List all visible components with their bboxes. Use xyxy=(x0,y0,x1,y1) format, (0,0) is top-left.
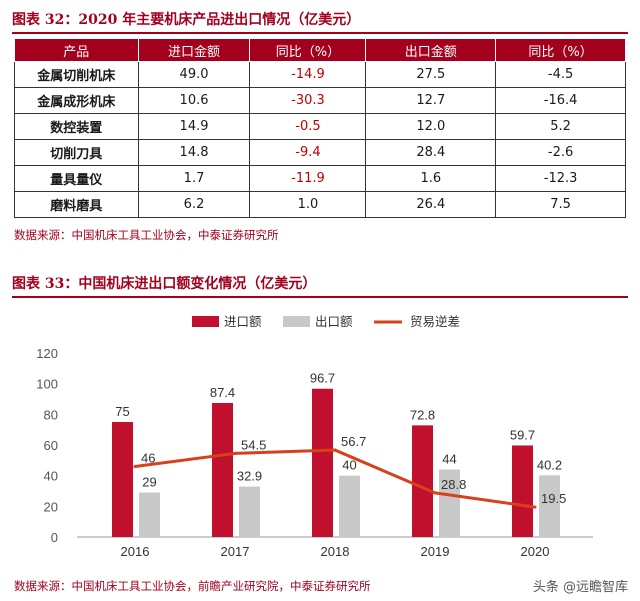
export-bar xyxy=(539,475,560,537)
table-body: 金属切削机床 49.0 -14.9 27.5 -4.5 金属成形机床 10.6 -30.3 12… xyxy=(14,61,626,218)
trade-deficit-point xyxy=(533,505,537,509)
export-yoy-cell: -12.3 xyxy=(495,165,626,192)
table-header-product: 产品 xyxy=(14,38,139,62)
export-value-cell: 1.6 xyxy=(365,165,497,192)
export-value-cell: 12.0 xyxy=(365,113,497,140)
trade-deficit-value-label: 54.5 xyxy=(241,437,266,452)
import-bar xyxy=(212,402,233,537)
table-row: 金属切削机床 49.0 -14.9 27.5 -4.5 xyxy=(14,61,626,88)
export-value-label: 29 xyxy=(142,475,156,490)
export-value-label: 32.9 xyxy=(237,469,262,484)
import-value-cell: 14.9 xyxy=(137,113,251,140)
import-yoy-cell: -11.9 xyxy=(249,165,367,192)
table-header-import-yoy: 同比（%） xyxy=(249,38,367,62)
import-yoy-cell: 1.0 xyxy=(249,191,367,218)
export-bar xyxy=(239,486,260,537)
export-value-label: 44 xyxy=(442,452,456,467)
import-value-cell: 1.7 xyxy=(137,165,251,192)
y-tick-label: 0 xyxy=(51,530,58,545)
product-name-cell: 量具量仪 xyxy=(14,165,139,192)
import-value-label: 75 xyxy=(115,404,129,419)
trade-deficit-value-label: 56.7 xyxy=(341,434,366,449)
export-bar xyxy=(139,492,160,537)
import-value-cell: 6.2 xyxy=(137,191,251,218)
x-tick-label: 2016 xyxy=(121,544,150,559)
import-value-cell: 49.0 xyxy=(137,61,251,88)
import-value-label: 96.7 xyxy=(310,371,335,386)
chart-figure-title: 图表 33：中国机床进出口额变化情况（亿美元） xyxy=(12,272,628,298)
import-value-cell: 14.8 xyxy=(137,139,251,166)
legend-import-label: 进口额 xyxy=(224,314,262,329)
table-row: 磨料磨具 6.2 1.0 26.4 7.5 xyxy=(14,191,626,218)
trade-deficit-value-label: 19.5 xyxy=(541,491,566,506)
y-tick-label: 60 xyxy=(44,438,58,453)
y-tick-label: 120 xyxy=(36,346,58,361)
export-yoy-cell: -4.5 xyxy=(495,61,626,88)
export-yoy-cell: -16.4 xyxy=(495,87,626,114)
legend-deficit-label: 贸易逆差 xyxy=(410,314,460,329)
export-yoy-cell: 7.5 xyxy=(495,191,626,218)
trade-deficit-point xyxy=(333,448,337,452)
watermark-text: 头条 @远瞻智库 xyxy=(530,576,630,595)
import-bar xyxy=(312,388,333,537)
export-value-cell: 28.4 xyxy=(365,139,497,166)
import-yoy-cell: -30.3 xyxy=(249,87,367,114)
import-yoy-cell: -0.5 xyxy=(249,113,367,140)
export-value-cell: 12.7 xyxy=(365,87,497,114)
product-name-cell: 金属成形机床 xyxy=(14,87,139,114)
legend-export-swatch xyxy=(283,316,310,327)
table-figure-title: 图表 32：2020 年主要机床产品进出口情况（亿美元） xyxy=(12,8,628,34)
x-tick-label: 2020 xyxy=(521,544,550,559)
table-header-row: 产品 进口金额 同比（%） 出口金额 同比（%） xyxy=(14,38,626,62)
trade-deficit-point xyxy=(233,451,237,455)
legend-import-swatch xyxy=(192,316,219,327)
y-tick-label: 40 xyxy=(44,469,58,484)
table-row: 金属成形机床 10.6 -30.3 12.7 -16.4 xyxy=(14,87,626,114)
import-export-table: 产品 进口金额 同比（%） 出口金额 同比（%） 金属切削机床 49.0 -14.9… xyxy=(14,38,626,218)
import-bar xyxy=(112,422,133,537)
legend-export-label: 出口额 xyxy=(315,314,353,329)
import-value-label: 87.4 xyxy=(210,385,235,400)
y-tick-label: 100 xyxy=(36,377,58,392)
product-name-cell: 金属切削机床 xyxy=(14,61,139,88)
export-value-cell: 26.4 xyxy=(365,191,497,218)
table-source-note: 数据来源：中国机床工具工业协会，中泰证券研究所 xyxy=(14,228,279,242)
import-export-chart: 0 20 40 60 80 100 120 75 29 2016 87.4 32.9 2017 96.7 4… xyxy=(36,314,593,559)
x-tick-label: 2018 xyxy=(321,544,350,559)
import-value-cell: 10.6 xyxy=(137,87,251,114)
export-value-cell: 27.5 xyxy=(365,61,497,88)
table-row: 切削刀具 14.8 -9.4 28.4 -2.6 xyxy=(14,139,626,166)
import-yoy-cell: -14.9 xyxy=(249,61,367,88)
table-header-export-yoy: 同比（%） xyxy=(495,38,626,62)
product-name-cell: 数控装置 xyxy=(14,113,139,140)
trade-deficit-point xyxy=(433,491,437,495)
x-tick-label: 2019 xyxy=(421,544,450,559)
y-tick-label: 20 xyxy=(44,499,58,514)
export-bar xyxy=(339,475,360,537)
product-name-cell: 磨料磨具 xyxy=(14,191,139,218)
import-value-label: 72.8 xyxy=(410,407,435,422)
product-name-cell: 切削刀具 xyxy=(14,139,139,166)
import-yoy-cell: -9.4 xyxy=(249,139,367,166)
trade-deficit-line xyxy=(134,448,536,509)
export-yoy-cell: -2.6 xyxy=(495,139,626,166)
export-bar xyxy=(439,469,460,537)
export-value-label: 40 xyxy=(342,458,356,473)
table-row: 量具量仪 1.7 -11.9 1.6 -12.3 xyxy=(14,165,626,192)
trade-deficit-value-label: 46 xyxy=(141,450,155,465)
import-value-label: 59.7 xyxy=(510,427,535,442)
import-bar xyxy=(512,445,533,537)
y-tick-label: 80 xyxy=(44,407,58,422)
trade-deficit-value-label: 28.8 xyxy=(441,477,466,492)
table-row: 数控装置 14.9 -0.5 12.0 5.2 xyxy=(14,113,626,140)
table-header-import: 进口金额 xyxy=(137,38,251,62)
trade-deficit-point xyxy=(133,464,137,468)
export-yoy-cell: 5.2 xyxy=(495,113,626,140)
chart-source-note: 数据来源：中国机床工具工业协会，前瞻产业研究院，中泰证券研究所 xyxy=(14,579,371,593)
table-header-export: 出口金额 xyxy=(365,38,497,62)
import-bar xyxy=(412,425,433,537)
x-tick-label: 2017 xyxy=(221,544,250,559)
export-value-label: 40.2 xyxy=(537,457,562,472)
